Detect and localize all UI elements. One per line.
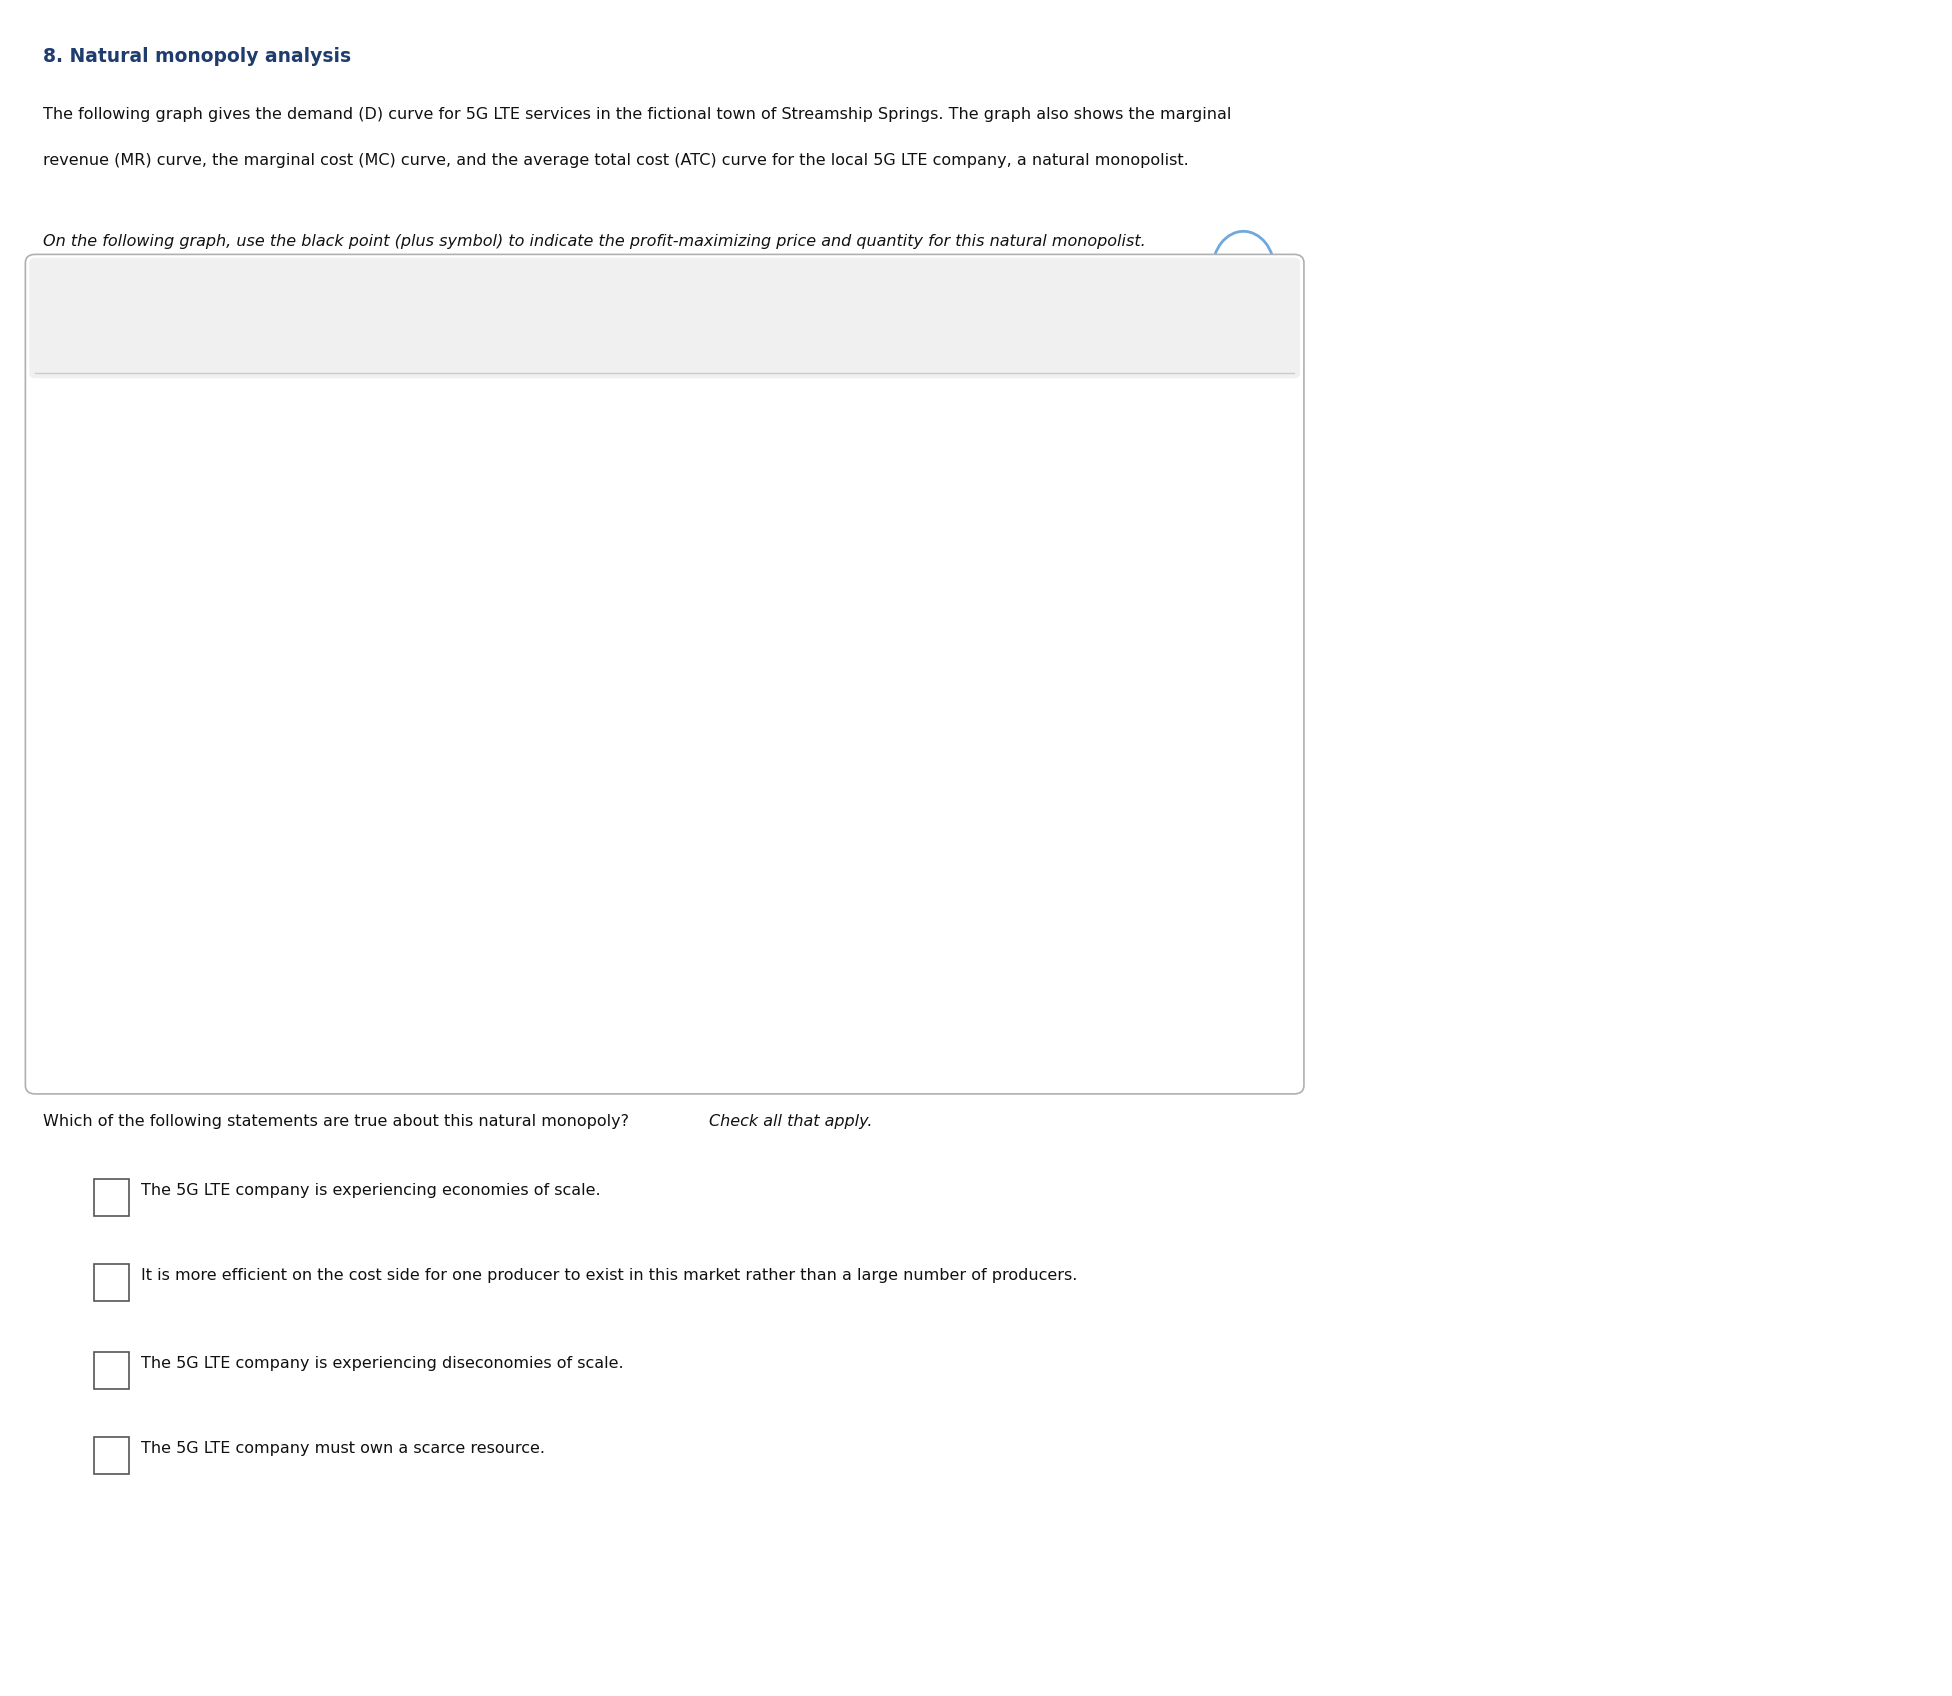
Text: D: D (835, 999, 847, 1014)
X-axis label: QUANTITY (Gigabytes of data): QUANTITY (Gigabytes of data) (386, 1058, 619, 1074)
Text: The 5G LTE company must own a scarce resource.: The 5G LTE company must own a scarce res… (141, 1442, 545, 1455)
Text: Monopoly Outcome: Monopoly Outcome (980, 587, 1128, 600)
Text: MC: MC (670, 829, 693, 845)
Text: On the following graph, use the black point (plus symbol) to indicate the profit: On the following graph, use the black po… (43, 234, 1146, 249)
Text: Check all that apply.: Check all that apply. (709, 1114, 873, 1130)
Text: Which of the following statements are true about this natural monopoly?: Which of the following statements are tr… (43, 1114, 634, 1130)
Text: It is more efficient on the cost side for one producer to exist in this market r: It is more efficient on the cost side fo… (141, 1269, 1078, 1282)
Text: The 5G LTE company is experiencing diseconomies of scale.: The 5G LTE company is experiencing disec… (141, 1357, 623, 1370)
Y-axis label: PRICE (Dollars per gigabyte of data): PRICE (Dollars per gigabyte of data) (96, 553, 109, 829)
Text: ?: ? (1238, 261, 1249, 280)
Text: 8. Natural monopoly analysis: 8. Natural monopoly analysis (43, 47, 351, 66)
Text: The 5G LTE company is experiencing economies of scale.: The 5G LTE company is experiencing econo… (141, 1184, 599, 1197)
Circle shape (1212, 231, 1275, 310)
Text: ATC: ATC (670, 746, 699, 762)
Text: MR: MR (467, 999, 490, 1014)
Text: The following graph gives the demand (D) curve for 5G LTE services in the fictio: The following graph gives the demand (D)… (43, 107, 1232, 122)
Text: revenue (MR) curve, the marginal cost (MC) curve, and the average total cost (AT: revenue (MR) curve, the marginal cost (M… (43, 153, 1189, 168)
